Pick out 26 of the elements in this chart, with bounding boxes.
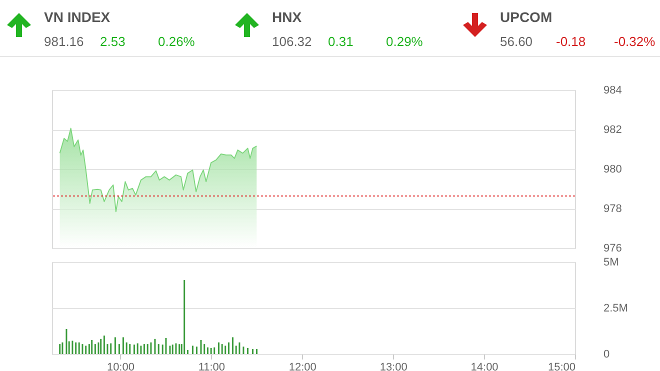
y-tick-label: 2.5M (604, 302, 628, 314)
text: 0.29% (386, 34, 423, 49)
text: 106.32 (272, 34, 312, 49)
y-tick-label: 984 (604, 84, 622, 96)
text: 0.26% (158, 34, 195, 49)
x-tick-label: 12:00 (288, 362, 316, 371)
y-tick-label: 976 (604, 242, 622, 254)
category-label: HNX (272, 9, 302, 25)
y-tick-label: 980 (604, 164, 622, 176)
x-tick-label: 14:00 (470, 362, 498, 371)
y-tick-label: 5M (604, 256, 619, 268)
data-label: -0.18 (556, 34, 586, 49)
data-label: 2.53 (100, 34, 126, 49)
x-tick-label: 10:00 (106, 362, 134, 371)
x-tick-label: 11:00 (198, 362, 226, 371)
category-label: VN INDEX (44, 9, 110, 25)
y-tick-label: 982 (604, 124, 622, 136)
text: 56.60 (500, 34, 533, 49)
data-label: 0.31 (328, 34, 354, 49)
text: -0.32% (614, 34, 656, 49)
category-label: UPCOM (500, 9, 552, 25)
y-tick-label: 978 (604, 203, 622, 215)
y-tick-label: 0 (604, 348, 610, 360)
x-tick-label: 13:00 (380, 362, 408, 371)
text: 981.16 (44, 34, 84, 49)
x-tick-label: 15:00 (548, 362, 576, 371)
